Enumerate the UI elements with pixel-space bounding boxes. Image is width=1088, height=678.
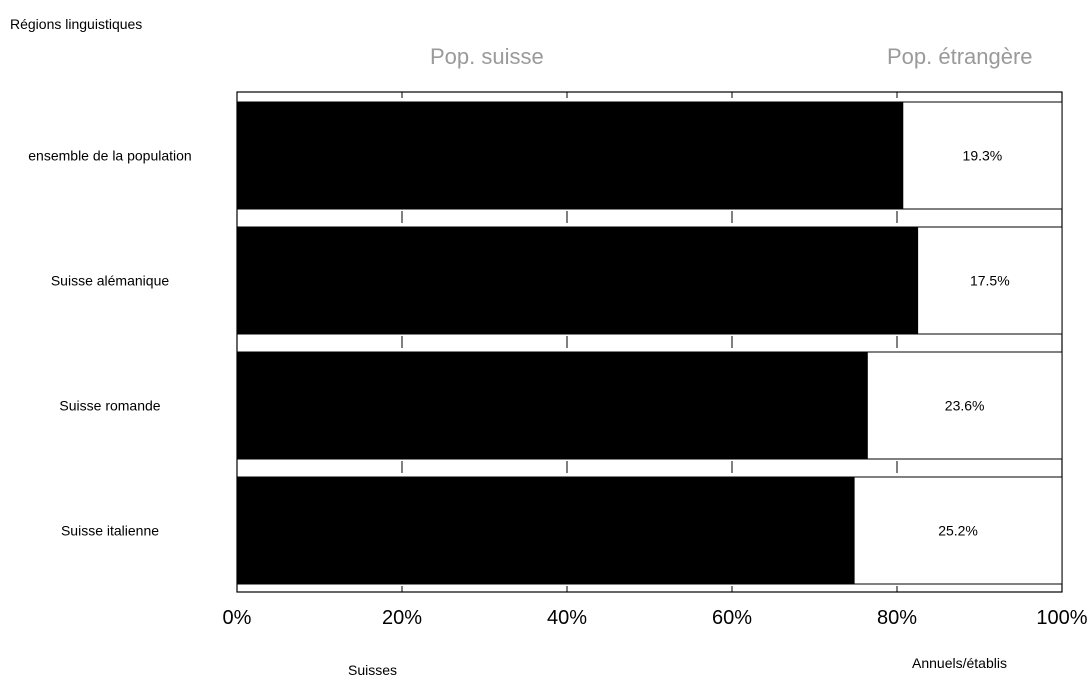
x-tick-label: 40% xyxy=(547,607,587,629)
x-tick-label: 20% xyxy=(382,607,422,629)
data-label: 23.6% xyxy=(945,398,985,414)
legend-label-swiss: Suisses xyxy=(348,662,398,678)
bar-foreign-0 xyxy=(902,101,1063,210)
bar-swiss-1 xyxy=(236,226,919,335)
category-label: Suisse romande xyxy=(59,398,160,414)
x-tick-label: 80% xyxy=(877,607,917,629)
data-label: 17.5% xyxy=(970,273,1010,289)
x-tick-label: 0% xyxy=(223,607,252,629)
category-label: ensemble de la population xyxy=(28,148,191,164)
bar-foreign-1 xyxy=(917,226,1063,335)
category-label: Suisse italienne xyxy=(61,523,159,539)
bar-foreign-3 xyxy=(853,476,1063,585)
category-label: Suisse alémanique xyxy=(51,273,170,289)
bar-swiss-0 xyxy=(236,101,904,210)
column-header-foreign: Pop. étrangère xyxy=(887,44,1033,69)
x-tick-label: 100% xyxy=(1036,607,1087,629)
x-tick-label: 60% xyxy=(712,607,752,629)
y-axis-title: Régions linguistiques xyxy=(10,16,143,32)
plot-frame xyxy=(236,91,1063,593)
bar-foreign-2 xyxy=(866,351,1063,460)
bar-swiss-2 xyxy=(236,351,868,460)
legend-label-foreign: Annuels/établis xyxy=(912,655,1007,671)
data-label: 25.2% xyxy=(938,523,978,539)
data-label: 19.3% xyxy=(963,148,1003,164)
column-header-swiss: Pop. suisse xyxy=(430,44,544,69)
bar-swiss-3 xyxy=(236,476,855,585)
